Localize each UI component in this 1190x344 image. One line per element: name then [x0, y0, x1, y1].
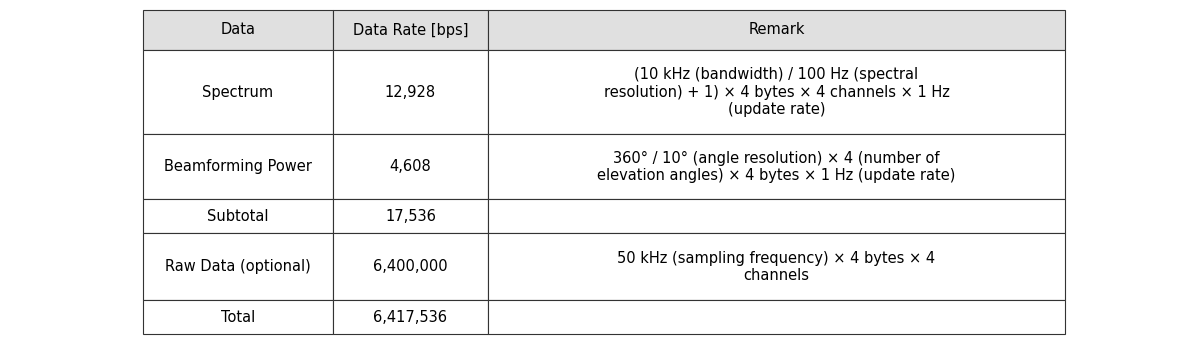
Bar — [333, 10, 488, 50]
Bar — [488, 50, 1065, 134]
Bar — [488, 10, 1065, 50]
Text: Total: Total — [221, 310, 255, 325]
Bar — [333, 200, 488, 233]
Text: Beamforming Power: Beamforming Power — [164, 159, 312, 174]
Text: (10 kHz (bandwidth) / 100 Hz (spectral
resolution) + 1) × 4 bytes × 4 channels ×: (10 kHz (bandwidth) / 100 Hz (spectral r… — [603, 67, 950, 117]
Bar — [488, 200, 1065, 233]
Text: 360° / 10° (angle resolution) × 4 (number of
elevation angles) × 4 bytes × 1 Hz : 360° / 10° (angle resolution) × 4 (numbe… — [597, 151, 956, 183]
Bar — [143, 10, 333, 50]
Text: 12,928: 12,928 — [384, 85, 436, 99]
Text: 17,536: 17,536 — [386, 209, 436, 224]
Bar — [143, 300, 333, 334]
Text: Spectrum: Spectrum — [202, 85, 274, 99]
Text: Raw Data (optional): Raw Data (optional) — [165, 259, 311, 274]
Bar — [143, 134, 333, 200]
Bar — [333, 233, 488, 300]
Bar — [143, 233, 333, 300]
Bar — [488, 134, 1065, 200]
Bar — [488, 233, 1065, 300]
Text: Data: Data — [220, 22, 256, 37]
Bar — [333, 300, 488, 334]
Text: 50 kHz (sampling frequency) × 4 bytes × 4
channels: 50 kHz (sampling frequency) × 4 bytes × … — [618, 250, 935, 283]
Text: 4,608: 4,608 — [389, 159, 432, 174]
Bar — [488, 300, 1065, 334]
Text: Subtotal: Subtotal — [207, 209, 269, 224]
Text: Remark: Remark — [749, 22, 804, 37]
Bar — [143, 200, 333, 233]
Text: 6,400,000: 6,400,000 — [374, 259, 447, 274]
Bar — [333, 50, 488, 134]
Bar — [333, 134, 488, 200]
Text: Data Rate [bps]: Data Rate [bps] — [352, 22, 468, 37]
Bar — [143, 50, 333, 134]
Text: 6,417,536: 6,417,536 — [374, 310, 447, 325]
